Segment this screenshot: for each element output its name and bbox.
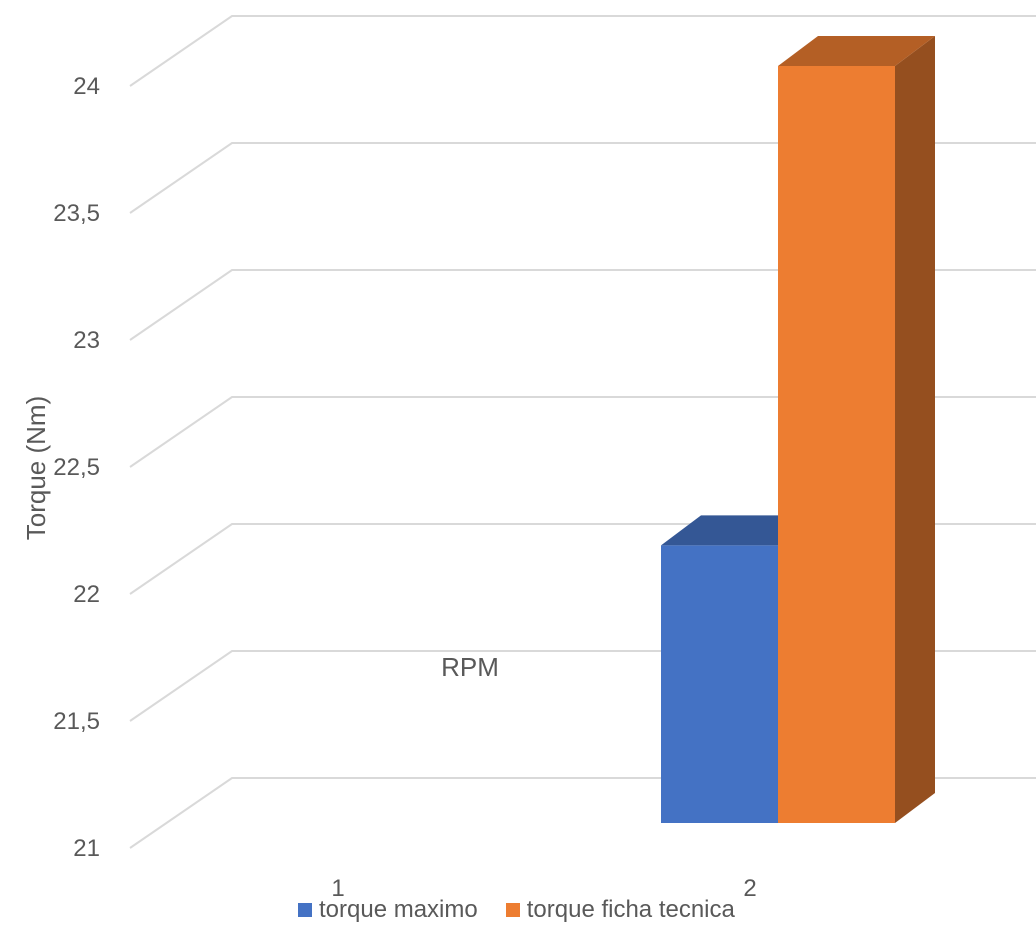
bar-front	[661, 545, 778, 823]
gridline	[129, 142, 1036, 214]
gridline	[129, 396, 1036, 468]
legend-label-torque-maximo: torque maximo	[319, 896, 478, 923]
y-axis-title: Torque (Nm)	[21, 396, 51, 540]
gridline	[129, 15, 1036, 87]
legend-swatch-torque-ficha-tecnica	[505, 903, 520, 917]
bars	[661, 36, 935, 823]
bar-front	[778, 66, 895, 823]
legend-label-torque-ficha-tecnica: torque ficha tecnica	[526, 896, 735, 923]
legend-item-torque-maximo: torque maximo	[298, 896, 478, 924]
gridlines	[129, 15, 1036, 849]
y-tick-label: 23	[73, 327, 100, 354]
y-tick-label: 23,5	[53, 200, 100, 227]
bar-top	[778, 36, 935, 66]
bar-torque-ficha-tecnica-2	[778, 36, 935, 823]
y-tick-label: 21	[73, 835, 100, 862]
legend-item-torque-ficha-tecnica: torque ficha tecnica	[505, 896, 735, 924]
legend-swatch-torque-maximo	[298, 903, 312, 917]
gridline	[129, 269, 1036, 341]
x-axis-title: RPM	[441, 652, 499, 682]
legend: torque maximo torque ficha tecnica	[298, 896, 763, 924]
y-tick-label: 22	[73, 581, 100, 608]
y-tick-label: 24	[73, 73, 100, 100]
bar-side	[895, 36, 935, 823]
y-tick-label: 22,5	[53, 454, 100, 481]
y-axis-ticks: 21 21,5 22 22,5 23 23,5 24	[53, 73, 100, 862]
y-tick-label: 21,5	[53, 708, 100, 735]
x-tick-label: 1	[331, 875, 344, 902]
x-tick-label: 2	[743, 875, 756, 902]
